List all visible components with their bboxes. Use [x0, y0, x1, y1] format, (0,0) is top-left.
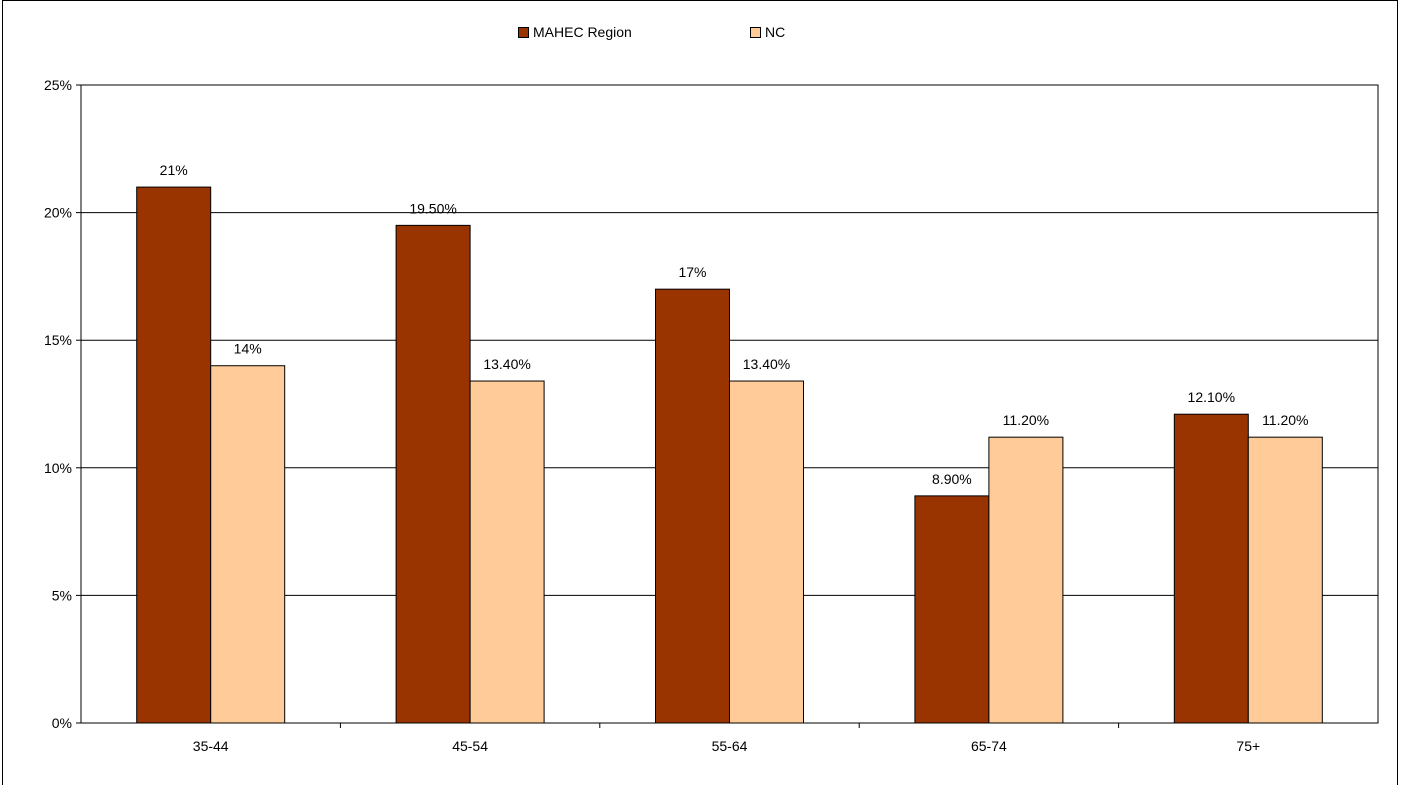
- legend-label-nc: NC: [765, 24, 786, 40]
- x-tick-label-55-64: 55-64: [712, 738, 748, 754]
- x-tick-label-45-54: 45-54: [452, 738, 488, 754]
- bar-nc-55-64: [729, 380, 804, 724]
- legend-swatch-nc: [750, 26, 761, 38]
- x-tick-label-75+: 75+: [1236, 738, 1260, 754]
- chart-legend: MAHEC Region NC: [0, 24, 1401, 48]
- bar-mahec-35-44: [136, 186, 212, 724]
- legend-swatch-mahec-region: [518, 26, 529, 38]
- data-label-mahec-55-64: 17%: [678, 264, 706, 280]
- data-label-nc-35-44: 14%: [234, 341, 262, 357]
- y-tick-label-3: 15%: [44, 332, 72, 348]
- data-label-mahec-65-74: 8.90%: [932, 471, 972, 487]
- bar-nc-35-44: [210, 365, 286, 724]
- data-label-nc-45-54: 13.40%: [483, 356, 530, 372]
- legend-item-nc: NC: [750, 24, 785, 40]
- y-tick-label-2: 10%: [44, 460, 72, 476]
- x-tick-label-65-74: 65-74: [971, 738, 1007, 754]
- data-label-mahec-35-44: 21%: [160, 162, 188, 178]
- bar-mahec-55-64: [655, 288, 730, 724]
- x-tick-label-35-44: 35-44: [193, 738, 229, 754]
- data-label-nc-55-64: 13.40%: [743, 356, 790, 372]
- data-label-nc-75+: 11.20%: [1262, 412, 1308, 428]
- data-label-mahec-45-54: 19.50%: [409, 200, 456, 216]
- bar-nc-65-74: [988, 436, 1064, 724]
- bar-mahec-45-54: [395, 224, 471, 724]
- y-tick-label-1: 5%: [52, 587, 72, 603]
- bar-nc-75+: [1247, 436, 1323, 724]
- legend-item-mahec-region: MAHEC Region: [518, 24, 632, 40]
- y-tick-label-5: 25%: [44, 77, 72, 93]
- y-tick-label-4: 20%: [44, 205, 72, 221]
- y-tick-label-0: 0%: [52, 715, 72, 731]
- legend-label-mahec-region: MAHEC Region: [533, 24, 632, 40]
- data-label-nc-65-74: 11.20%: [1003, 412, 1049, 428]
- bar-nc-45-54: [469, 380, 545, 724]
- data-label-mahec-75+: 12.10%: [1188, 389, 1235, 405]
- bar-mahec-75+: [1173, 413, 1249, 724]
- bar-mahec-65-74: [914, 495, 990, 724]
